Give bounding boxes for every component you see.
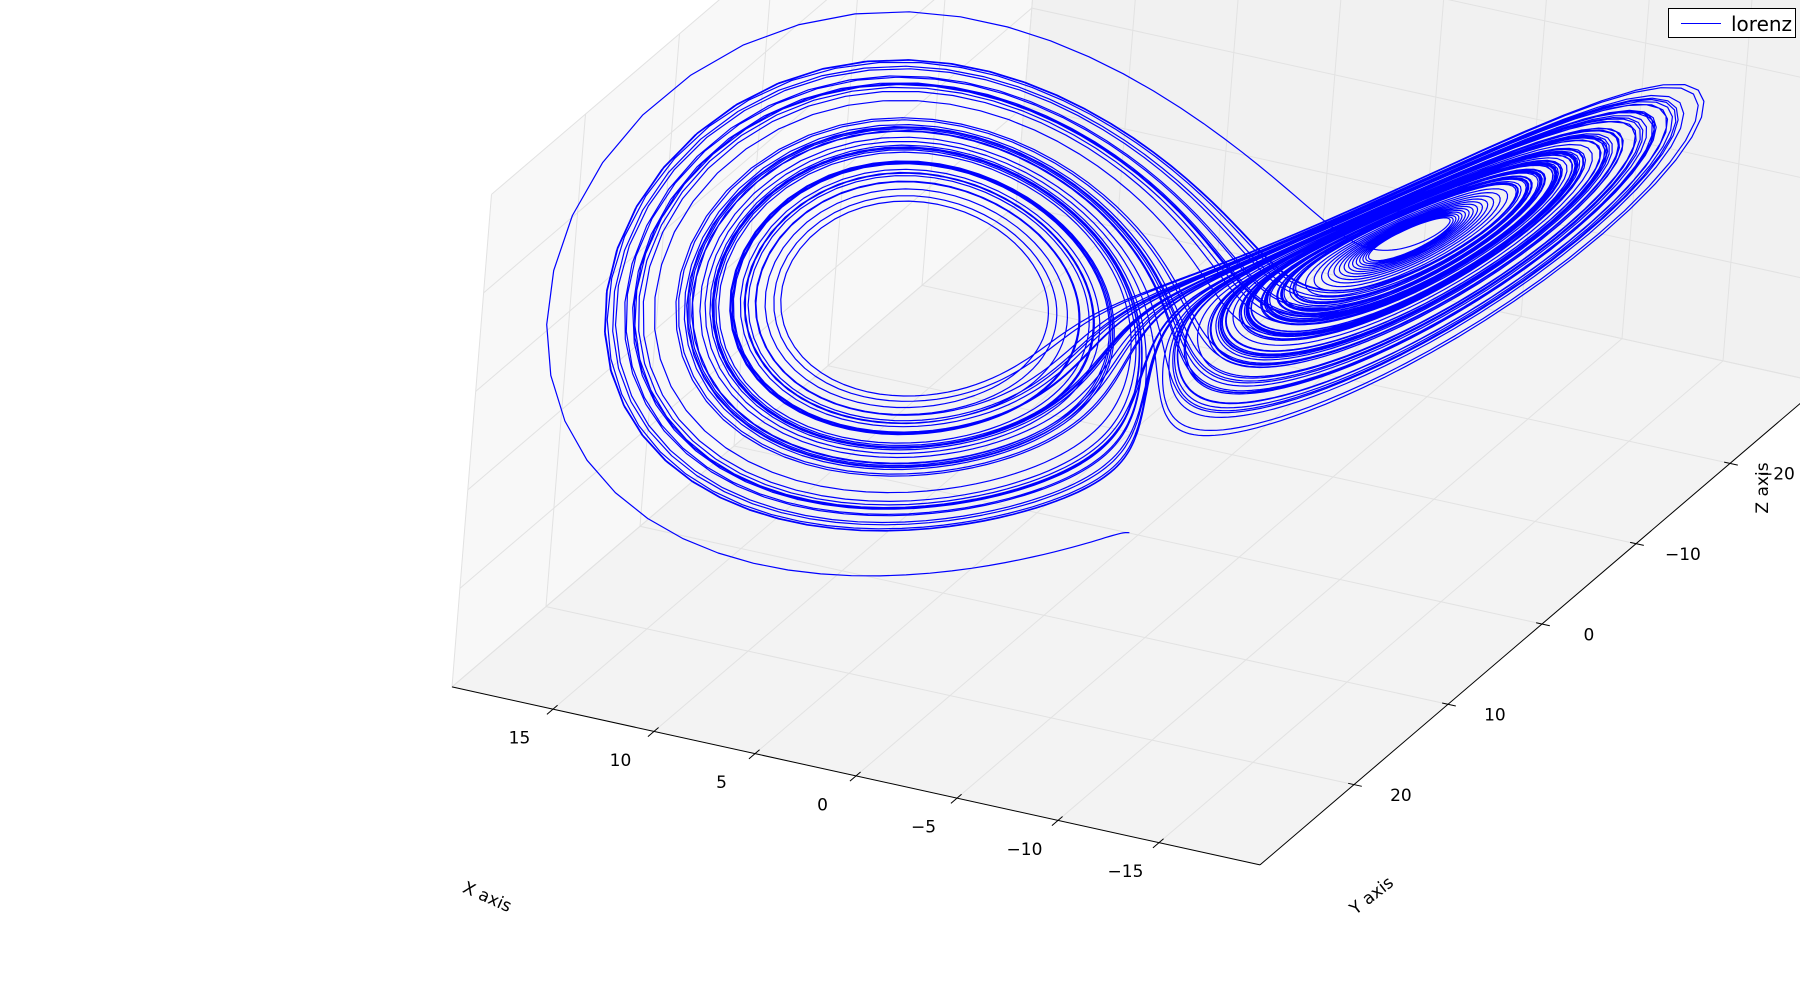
floor-pane [452, 205, 1800, 865]
tick-mark [1442, 702, 1456, 707]
tick-mark [1051, 816, 1063, 826]
y-tick-label: −10 [1665, 545, 1701, 565]
y-tick-label: 10 [1484, 706, 1506, 726]
y-tick-label: 20 [1390, 786, 1412, 806]
gridline-z [491, 0, 720, 195]
legend: lorenz [1668, 8, 1796, 38]
tick-mark [748, 749, 760, 760]
series-line-lorenz [546, 11, 1705, 577]
x-tick-label: 5 [716, 773, 727, 793]
gridline-z [483, 0, 828, 294]
tick-mark [1630, 541, 1644, 546]
legend-line-swatch [1681, 23, 1721, 24]
z-axis-label: Z axis [1753, 462, 1773, 513]
x-tick-label: −15 [1108, 862, 1144, 882]
x-tick-label: −5 [911, 818, 936, 838]
x-tick-label: −10 [1007, 840, 1043, 860]
tick-mark [1536, 622, 1550, 627]
x-tick-label: 10 [610, 751, 632, 771]
tick-mark [1348, 782, 1362, 787]
tick-marks [546, 461, 1738, 849]
tick-mark [647, 727, 659, 737]
grid-lines [451, 0, 1800, 866]
y-tick-label: −20 [1759, 465, 1795, 485]
series-layer [546, 11, 1705, 577]
tick-mark [849, 771, 861, 782]
y-tick-label: 0 [1583, 625, 1594, 645]
tick-mark [1152, 838, 1164, 849]
y-axis-label: Y axis [1345, 873, 1397, 920]
legend-label: lorenz [1731, 12, 1793, 36]
tick-mark [1724, 461, 1738, 466]
tick-mark [546, 704, 558, 715]
x-axis-label: X axis [460, 878, 515, 917]
x-tick-label: 15 [509, 729, 531, 749]
tick-mark [950, 793, 962, 804]
x-tick-label: 0 [817, 796, 828, 816]
